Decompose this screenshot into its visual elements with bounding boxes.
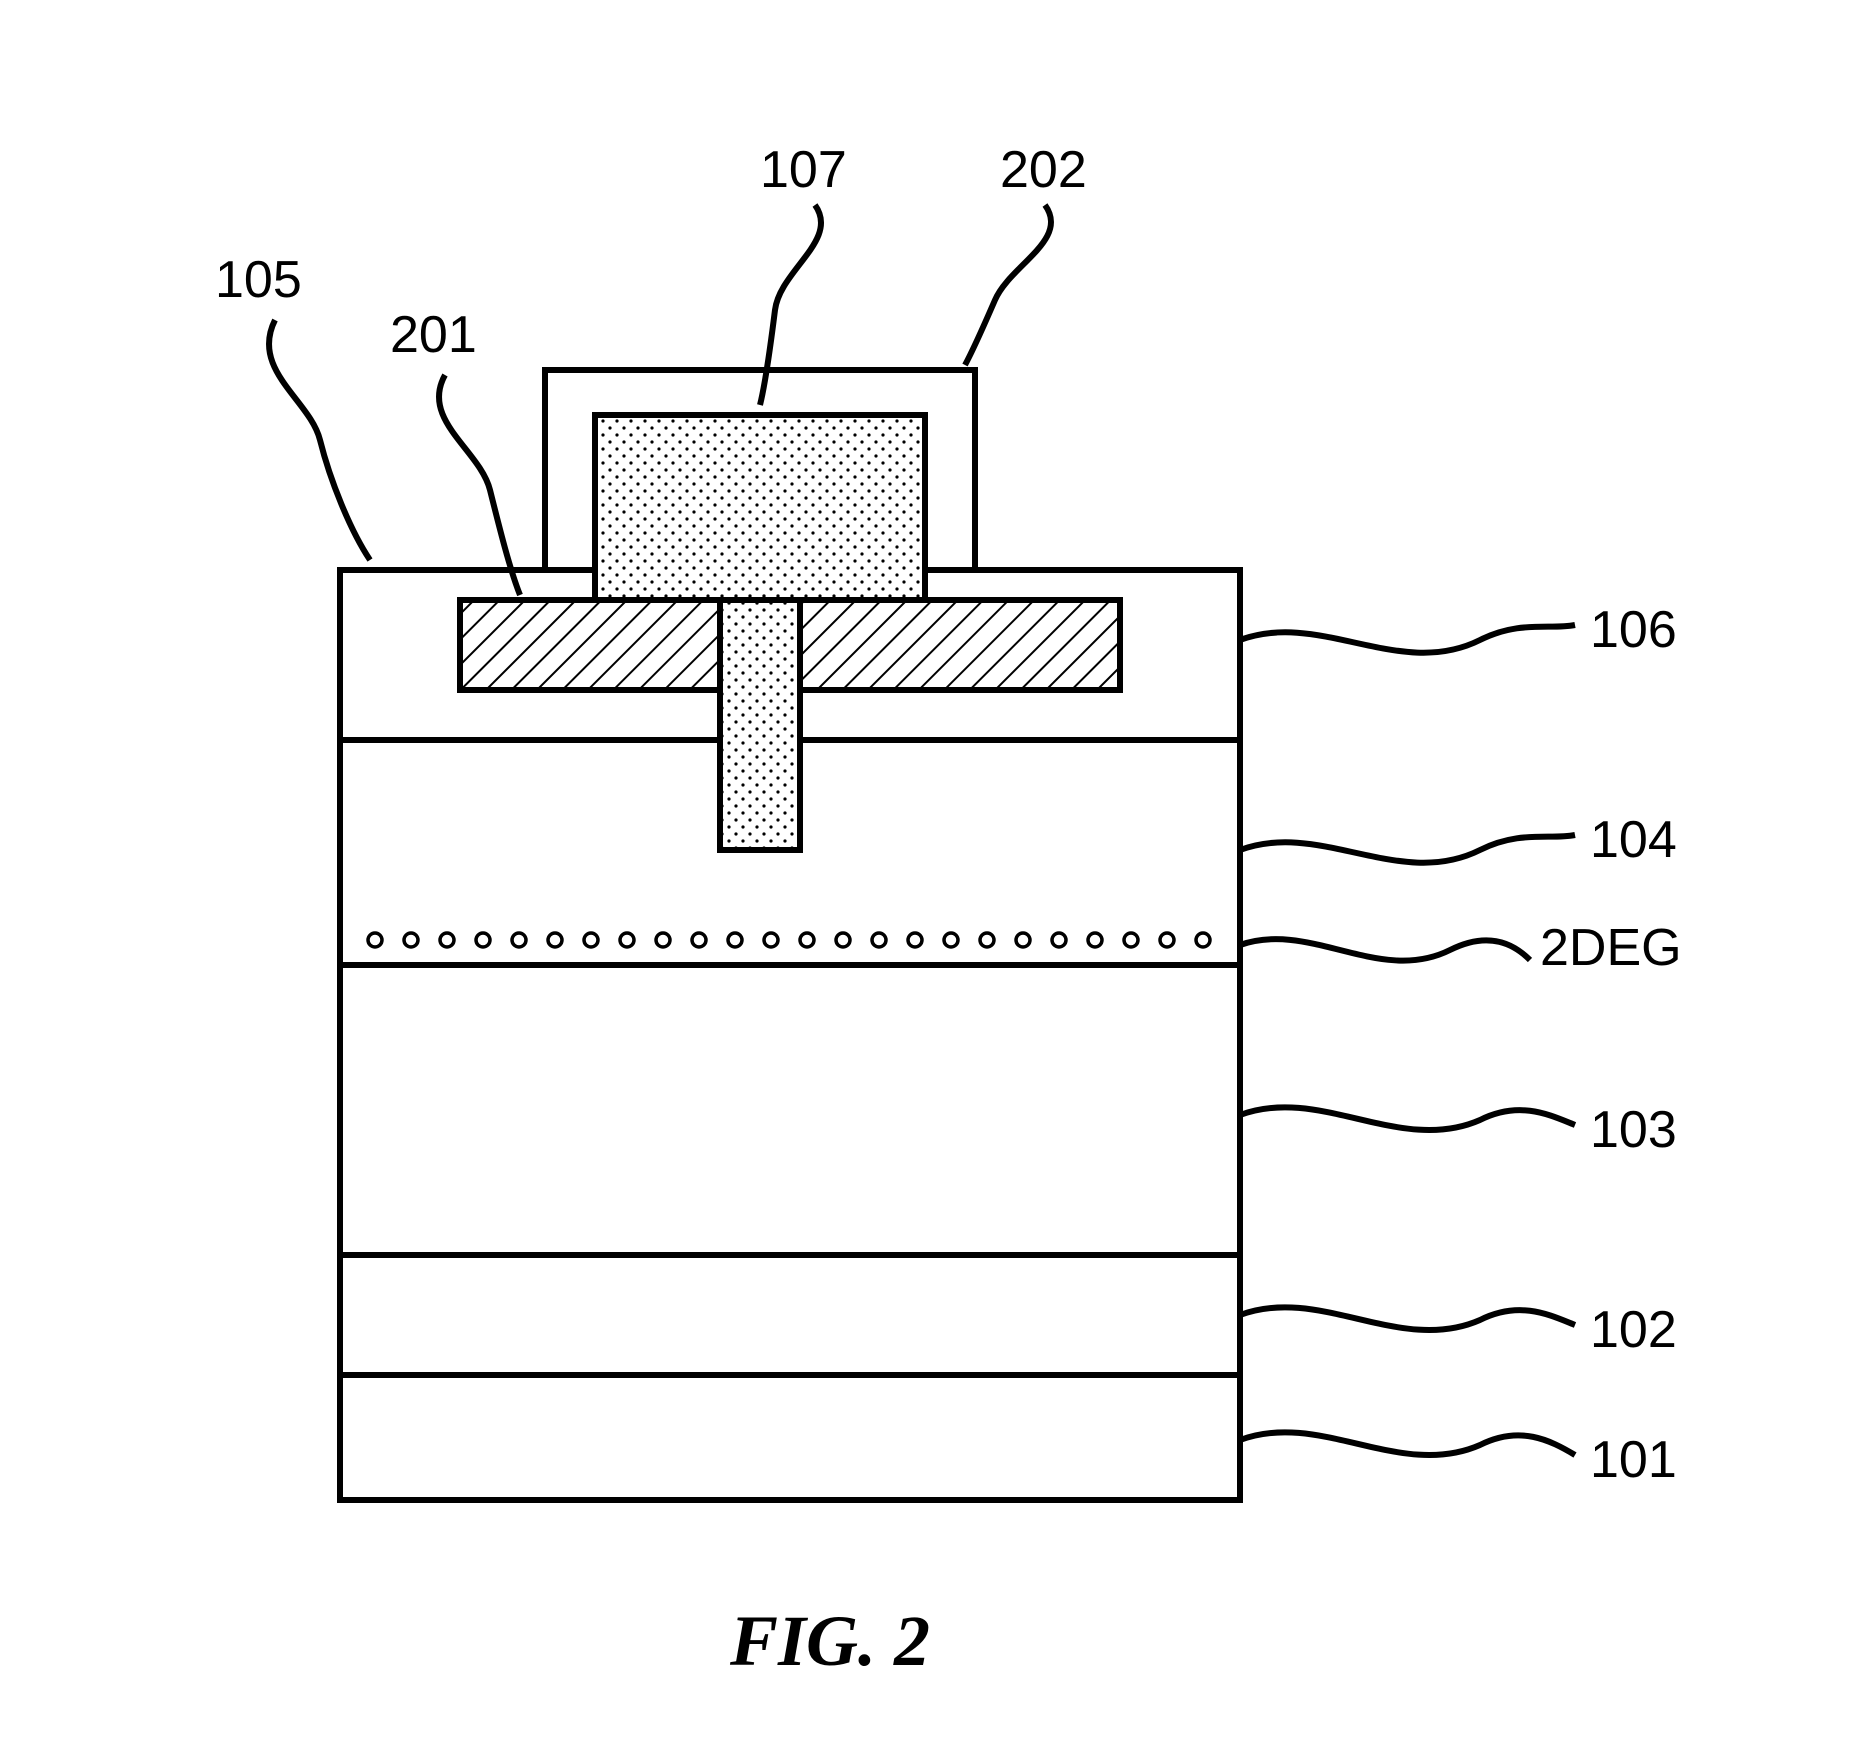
label-106: 106 [1590, 600, 1677, 660]
label-105: 105 [215, 250, 302, 310]
layer-101 [340, 1375, 1240, 1500]
figure-2-container: 105 201 107 202 106 104 2DEG 103 102 101… [40, 40, 1866, 1723]
label-2deg: 2DEG [1540, 918, 1682, 978]
label-201: 201 [390, 305, 477, 365]
layer-102 [340, 1255, 1240, 1375]
figure-caption: FIG. 2 [730, 1600, 930, 1683]
label-103: 103 [1590, 1100, 1677, 1160]
label-107: 107 [760, 140, 847, 200]
label-104: 104 [1590, 810, 1677, 870]
label-202: 202 [1000, 140, 1087, 200]
label-102: 102 [1590, 1300, 1677, 1360]
leaders-right [1240, 625, 1575, 1455]
layer-103 [340, 965, 1240, 1255]
label-101: 101 [1590, 1430, 1677, 1490]
